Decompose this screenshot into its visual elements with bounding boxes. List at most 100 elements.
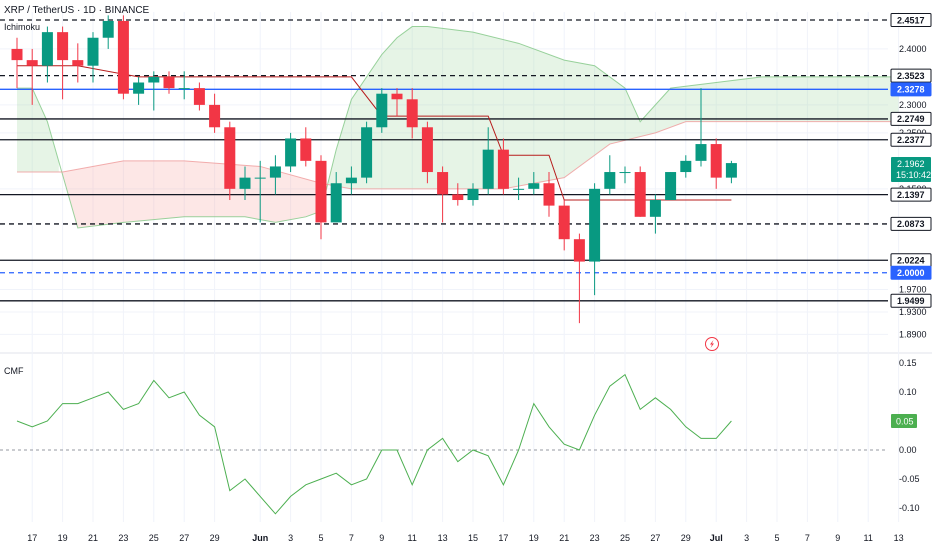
x-tick-label: 25 [149, 533, 159, 543]
level-label-text: 2.0224 [897, 256, 925, 266]
candle-body [680, 160, 692, 173]
candle [543, 172, 555, 217]
candle [239, 166, 251, 201]
candle-body [330, 183, 342, 223]
candle-body [178, 88, 190, 90]
price-tick-label: 1.9300 [899, 307, 927, 317]
level-label-text: 2.1397 [897, 190, 925, 200]
candle [710, 138, 722, 189]
level-label-text: 2.3278 [897, 85, 925, 95]
candle [148, 71, 160, 111]
candle-body [725, 163, 737, 178]
candle-body [133, 82, 145, 94]
candle [437, 166, 449, 223]
level-label-box [890, 111, 932, 126]
candle-body [558, 205, 570, 240]
candle-body [72, 60, 84, 66]
x-tick-label: 29 [681, 533, 691, 543]
candle-body [26, 60, 38, 66]
candle [497, 138, 509, 195]
candle [345, 166, 357, 195]
candle-body [300, 138, 312, 161]
level-label-text: 2.2749 [897, 114, 925, 124]
candle-body [391, 93, 403, 100]
x-tick-label: Jun [252, 533, 268, 543]
cloud-bullish [17, 88, 59, 173]
level-label-box [890, 13, 932, 27]
candle-body [528, 183, 540, 189]
level-label-box [890, 293, 932, 308]
candle-body [209, 104, 221, 128]
candle [573, 233, 585, 324]
candle-body [193, 88, 205, 105]
candle-body [406, 99, 418, 128]
lightning-glyph [710, 340, 714, 348]
candle-body [269, 166, 281, 178]
x-tick-label: Jul [710, 533, 723, 543]
price-axis: 2.40002.30002.25002.15001.97001.93001.89… [890, 13, 932, 339]
cmf-value-box [891, 414, 917, 428]
x-tick-label: 13 [438, 533, 448, 543]
candle [315, 155, 327, 240]
x-tick-label: 27 [179, 533, 189, 543]
candle-body [437, 172, 449, 195]
candle-body [467, 188, 479, 201]
level-label-text: 2.0873 [897, 219, 925, 229]
candle-body [285, 138, 297, 167]
cmf-tick-label: -0.10 [899, 503, 920, 513]
x-tick-label: 5 [774, 533, 779, 543]
level-price-label: 2.1397 [890, 187, 932, 202]
candle [285, 132, 297, 173]
x-tick-label: 29 [210, 533, 220, 543]
candle [604, 155, 616, 195]
cmf-tick-label: 0.10 [899, 387, 917, 397]
candle-body [345, 177, 357, 184]
candle [482, 127, 494, 195]
chart-title: XRP / TetherUS · 1D · BINANCE [4, 5, 150, 16]
level-label-text: 2.0000 [897, 268, 925, 278]
countdown-text: 15:10:42 [896, 170, 931, 180]
candle-body [543, 183, 555, 206]
cmf-line [16, 373, 732, 515]
candle [391, 88, 403, 117]
x-tick-label: 3 [288, 533, 293, 543]
candle [619, 166, 631, 184]
candle [254, 160, 266, 223]
level-price-label: 2.3523 [890, 68, 932, 83]
x-tick-label: 25 [620, 533, 630, 543]
candle-body [163, 76, 175, 89]
candle [452, 183, 464, 206]
candle-body [710, 144, 722, 178]
candle-body [497, 149, 509, 189]
candle-body [421, 127, 433, 173]
current-price-text: 2.1962 [897, 159, 925, 169]
candle-body [695, 144, 707, 161]
candle-body [224, 127, 236, 189]
candle [41, 26, 53, 83]
candle [163, 71, 175, 94]
cmf-label: CMF [4, 366, 24, 376]
candle-body [665, 172, 677, 201]
x-tick-label: 3 [744, 533, 749, 543]
candle-body [604, 172, 616, 189]
candle [421, 121, 433, 184]
candle-body [102, 20, 114, 38]
candle [513, 177, 525, 201]
candle [467, 183, 479, 206]
candle [269, 155, 281, 195]
level-label-box [890, 265, 932, 280]
cmf-tick-label: -0.05 [899, 474, 920, 484]
cmf-value-text: 0.05 [896, 417, 914, 427]
candle [589, 183, 601, 296]
cmf-tick-label: 0.00 [899, 445, 917, 455]
level-label-box [890, 187, 932, 202]
x-tick-label: 7 [349, 533, 354, 543]
x-tick-label: 13 [894, 533, 904, 543]
candle [72, 43, 84, 83]
candle [26, 48, 38, 105]
candle-body [513, 188, 525, 190]
level-price-label: 2.0873 [890, 216, 932, 231]
x-tick-label: 23 [118, 533, 128, 543]
